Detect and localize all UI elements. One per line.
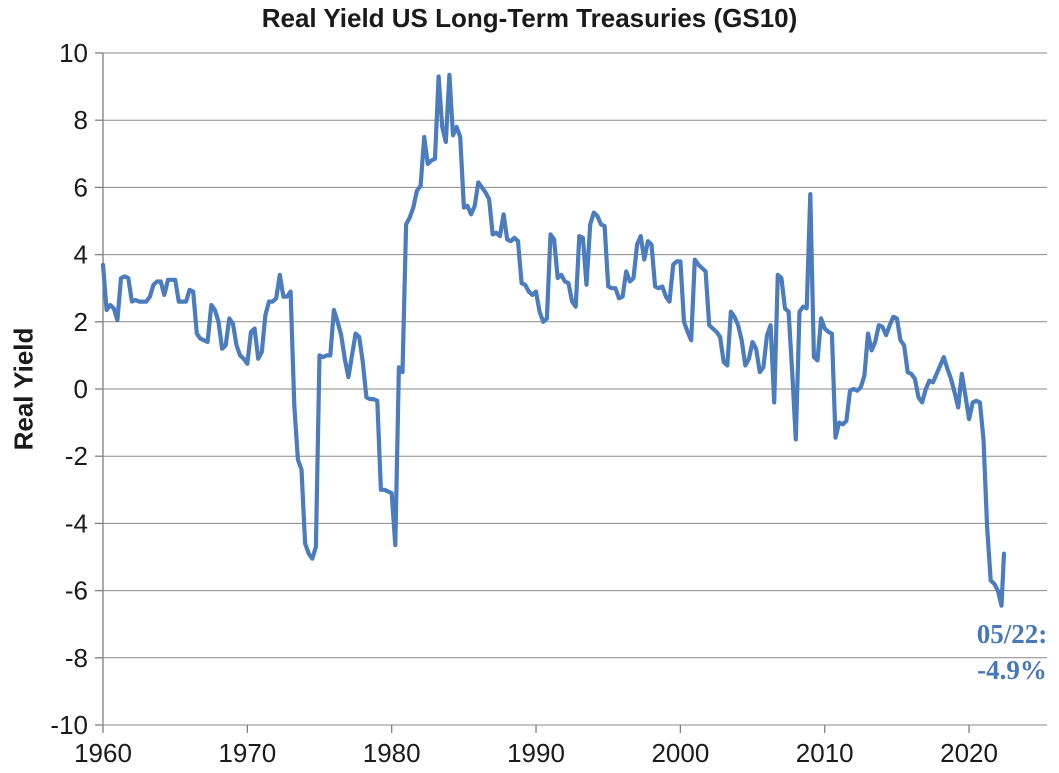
y-tick-label: -10 bbox=[50, 710, 88, 740]
y-tick-label: 0 bbox=[74, 374, 88, 404]
annotation-date: 05/22: bbox=[976, 619, 1048, 649]
x-tick-label: 2010 bbox=[796, 738, 854, 768]
y-tick-label: 10 bbox=[59, 38, 88, 68]
y-tick-label: 6 bbox=[74, 172, 88, 202]
y-tick-label: 2 bbox=[74, 307, 88, 337]
x-tick-label: 1990 bbox=[507, 738, 565, 768]
y-tick-label: -8 bbox=[65, 643, 88, 673]
y-tick-label: 8 bbox=[74, 105, 88, 135]
x-tick-label: 2000 bbox=[651, 738, 709, 768]
y-tick-label: -2 bbox=[65, 441, 88, 471]
x-tick-label: 1970 bbox=[218, 738, 276, 768]
x-tick-label: 1980 bbox=[363, 738, 421, 768]
chart-title: Real Yield US Long-Term Treasuries (GS10… bbox=[261, 3, 798, 33]
x-tick-label: 2020 bbox=[940, 738, 998, 768]
annotation-value: -4.9% bbox=[977, 655, 1047, 685]
y-tick-label: -4 bbox=[65, 508, 88, 538]
x-tick-label: 1960 bbox=[74, 738, 132, 768]
last-point-annotation: 05/22: -4.9% bbox=[948, 616, 1059, 688]
real-yield-line bbox=[100, 72, 1007, 608]
y-tick-label: 4 bbox=[74, 240, 88, 270]
y-tick-label: -6 bbox=[65, 576, 88, 606]
